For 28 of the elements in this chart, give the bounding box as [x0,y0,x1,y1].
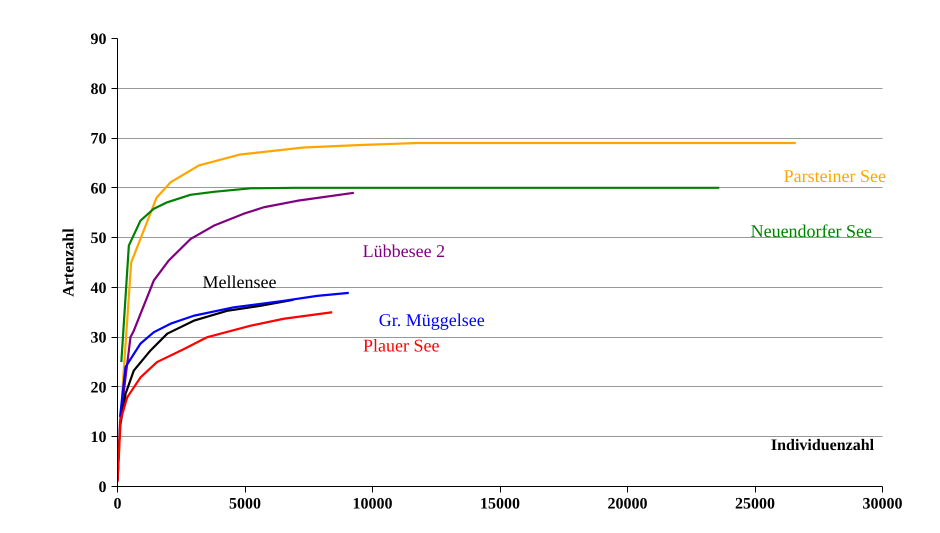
y-tick-label: 20 [90,379,106,396]
y-tick-label: 60 [90,180,106,198]
x-axis-title: Individuenzahl [770,437,875,454]
y-tick-label: 70 [90,130,106,148]
y-tick-label: 40 [90,280,106,297]
x-tick-label: 10000 [352,496,392,512]
series-label: Parsteiner See [784,166,886,186]
text: Neuendorfer See [750,220,872,241]
x-tick-label: 30000 [862,496,902,512]
line-series [120,186,720,364]
x-tick-label: 5000 [229,496,261,512]
series-label: Gr. Müggelsee [378,310,485,330]
y-tick-label: 30 [90,330,106,347]
line-series [118,292,350,418]
x-tick-label: 20000 [608,496,648,512]
y-tick-label: 0 [98,479,106,496]
series-label: Mellensee [202,272,276,292]
x-tick-label: 15000 [480,496,520,512]
y-tick-label: 90 [90,31,106,48]
y-tick-label: 50 [90,230,106,248]
y-tick-label: 80 [90,80,106,98]
x-tick-label: 25000 [735,496,775,512]
y-tick-label: 10 [90,429,106,446]
x-tick-label: 0 [114,496,122,512]
text: Plauer See [362,335,440,356]
y-axis-title: Artenzahl [60,228,78,297]
line-series [118,311,334,483]
text: Lübbesee 2 [362,240,446,261]
